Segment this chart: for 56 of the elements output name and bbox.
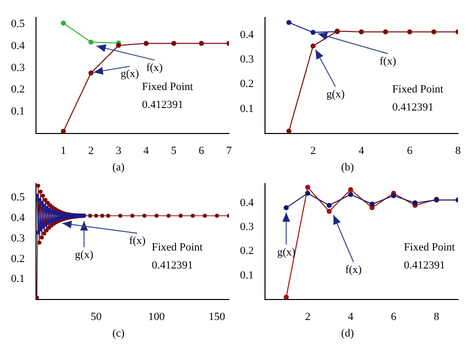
y-tick-label: 0.1 [240, 102, 254, 115]
text: (c) [112, 327, 125, 340]
annotation: f(x) [146, 62, 164, 74]
x-tick-label: 2 [304, 311, 310, 324]
y-tick-label: 0.4 [240, 28, 254, 41]
x-tick-label: 4 [143, 145, 150, 158]
annotation: 0.412391 [392, 101, 434, 114]
y-tick-label: 0.1 [11, 106, 25, 118]
annotation: Fixed Point [404, 241, 455, 254]
x-tick-label: 150 [208, 311, 226, 324]
text: (b) [341, 161, 354, 174]
y-tick-label: 0.2 [240, 78, 254, 90]
y-tick-label: 0.4 [240, 196, 254, 209]
annotation: f(x) [380, 56, 396, 68]
y-tick-label: 0.4 [11, 40, 26, 52]
y-tick-label: 0.3 [240, 220, 254, 233]
annotation: f(x) [345, 264, 362, 276]
x-tick-label: 50 [90, 311, 102, 324]
x-tick-label: 6 [406, 145, 413, 158]
x-tick-label: 7 [226, 145, 232, 158]
y-tick-label: 0.3 [240, 53, 254, 66]
y-tick-label: 0.2 [240, 245, 254, 258]
annotation: f(x) [129, 235, 146, 248]
y-tick-label: 0.5 [11, 192, 26, 204]
x-tick-label: 3 [116, 145, 122, 158]
y-tick-label: 0.1 [240, 269, 254, 282]
y-tick-label: 0.2 [11, 252, 25, 265]
y-tick-label: 0.5 [11, 18, 26, 30]
annotation: Fixed Point [152, 241, 203, 254]
x-tick-label: 4 [358, 145, 365, 158]
annotation: g(x) [120, 68, 140, 80]
x-tick-label: 6 [390, 311, 397, 324]
x-tick-label: 4 [348, 311, 354, 324]
x-tick-label: 8 [455, 145, 462, 158]
x-tick-label: 100 [148, 311, 166, 324]
annotation: g(x) [277, 246, 296, 258]
y-tick-label: 0.1 [11, 273, 25, 286]
x-tick-label: 1 [60, 145, 66, 158]
annotation: 0.412391 [142, 99, 184, 112]
y-tick-label: 0.4 [11, 212, 26, 224]
x-tick-label: 5 [171, 145, 178, 158]
x-tick-label: 6 [198, 145, 205, 158]
y-tick-label: 0.3 [11, 232, 26, 244]
y-tick-label: 0.3 [11, 62, 26, 74]
annotation: Fixed Point [142, 81, 194, 94]
annotation: g(x) [326, 88, 345, 101]
text: (d) [341, 327, 354, 340]
text: (a) [112, 161, 125, 174]
annotation: g(x) [74, 249, 94, 262]
annotation: 0.412391 [404, 259, 446, 272]
x-tick-label: 2 [310, 145, 316, 158]
annotation: 0.412391 [152, 259, 193, 272]
y-tick-label: 0.2 [11, 84, 25, 96]
x-tick-label: 2 [88, 145, 94, 158]
x-tick-label: 8 [434, 311, 440, 324]
annotation: Fixed Point [392, 83, 444, 96]
